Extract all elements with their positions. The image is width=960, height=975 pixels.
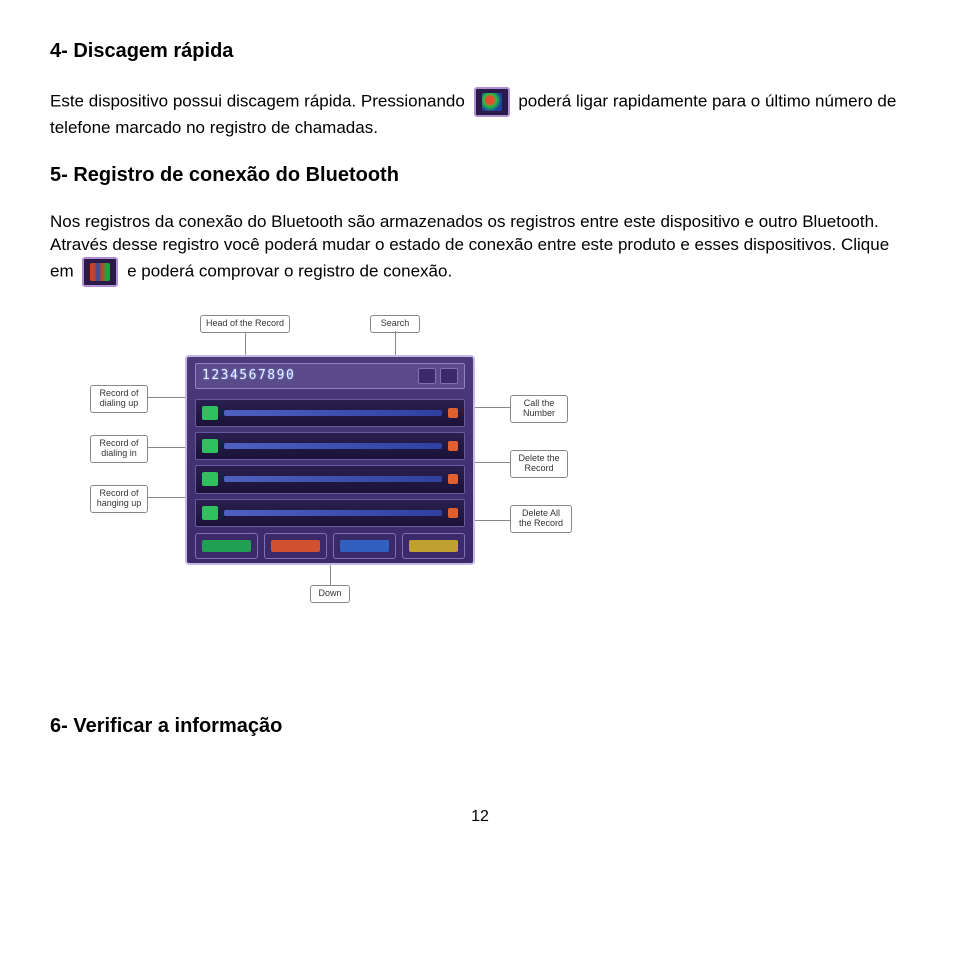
connection-log-icon [82,257,118,287]
page-number: 12 [50,808,910,826]
callout-line [245,333,246,355]
section5-paragraph: Nos registros da conexão do Bluetooth sã… [50,211,910,287]
callout-head-record: Head of the Record [200,315,290,333]
dialed-number: 1234567890 [202,368,414,383]
callout-dial-in: Record of dialing in [90,435,148,463]
row-end-icon [448,508,458,518]
callout-line [330,565,331,585]
row-end-icon [448,474,458,484]
row-bar [224,410,442,416]
callout-hang-up: Record of hanging up [90,485,148,513]
row-bar [224,476,442,482]
callout-line [475,520,510,521]
footer-btn-2 [264,533,327,559]
section4-text-before: Este dispositivo possui discagem rápida.… [50,91,465,110]
header-btn-1 [418,368,436,384]
callout-dial-up: Record of dialing up [90,385,148,413]
record-row [195,499,465,527]
screen-footer [195,533,465,559]
record-row [195,432,465,460]
row-status-icon [202,472,218,486]
screen-header: 1234567890 [195,363,465,389]
header-btn-2 [440,368,458,384]
footer-btn-4 [402,533,465,559]
record-row [195,399,465,427]
section6-heading: 6- Verificar a informação [50,715,910,738]
callout-line [148,397,186,398]
section5-heading: 5- Registro de conexão do Bluetooth [50,164,910,187]
footer-btn-3 [333,533,396,559]
callout-delete-record: Delete the Record [510,450,568,478]
redial-icon [474,87,510,117]
row-status-icon [202,406,218,420]
record-rows [195,399,465,527]
callout-line [148,447,186,448]
callout-line [475,407,510,408]
callout-line [475,462,510,463]
section4-heading: 4- Discagem rápida [50,40,910,63]
row-bar [224,510,442,516]
callout-down: Down [310,585,350,603]
device-screen: 1234567890 [185,355,475,565]
section5-text-after: e poderá comprovar o registro de conexão… [127,261,452,280]
callout-call-number: Call the Number [510,395,568,423]
row-end-icon [448,408,458,418]
row-status-icon [202,506,218,520]
bluetooth-log-diagram: Head of the Record Search Record of dial… [50,315,610,615]
footer-btn-1 [195,533,258,559]
section4-paragraph: Este dispositivo possui discagem rápida.… [50,87,910,140]
row-status-icon [202,439,218,453]
callout-line [395,331,396,355]
row-end-icon [448,441,458,451]
callout-delete-all: Delete All the Record [510,505,572,533]
callout-line [148,497,186,498]
row-bar [224,443,442,449]
record-row [195,465,465,493]
